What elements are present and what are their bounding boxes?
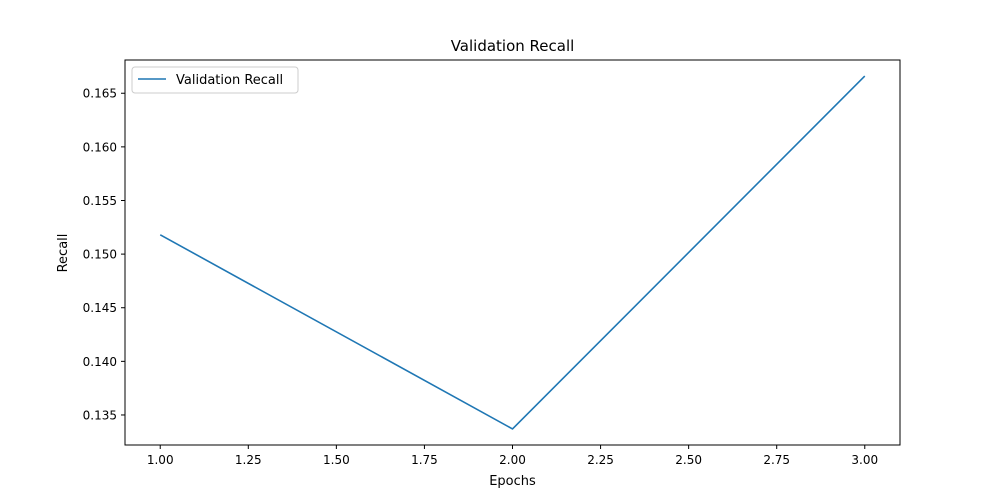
legend-box: [131, 66, 299, 94]
x-tick-label: 2.00: [499, 453, 526, 467]
x-axis-label: Epochs: [489, 474, 536, 489]
y-tick-label: 0.150: [83, 248, 117, 262]
x-tick-label: 1.50: [323, 453, 350, 467]
y-tick-label: 0.145: [83, 301, 117, 315]
legend: Validation Recall: [131, 66, 299, 94]
x-tick-label: 1.75: [411, 453, 438, 467]
chart-title: Validation Recall: [451, 37, 575, 55]
y-tick-label: 0.160: [83, 140, 117, 154]
y-tick-label: 0.135: [83, 408, 117, 422]
x-tick-label: 2.75: [763, 453, 790, 467]
axes-frame: [124, 59, 901, 446]
x-tick-label: 3.00: [851, 453, 878, 467]
y-axis-label: Recall: [56, 234, 71, 273]
x-tick-label: 1.00: [147, 453, 174, 467]
y-tick-label: 0.140: [83, 355, 117, 369]
x-tick-label: 1.25: [235, 453, 262, 467]
series-line: [159, 75, 866, 430]
x-tick-label: 2.50: [675, 453, 702, 467]
y-tick-label: 0.155: [83, 194, 117, 208]
y-tick-label: 0.165: [83, 87, 117, 101]
plot-area: 1.00 1.25 1.50 1.75 2.00 2.25 2.50 2.75 3.00 0.13…: [83, 59, 901, 467]
x-tick-label: 2.25: [587, 453, 614, 467]
legend-label: Validation Recall: [176, 73, 283, 88]
